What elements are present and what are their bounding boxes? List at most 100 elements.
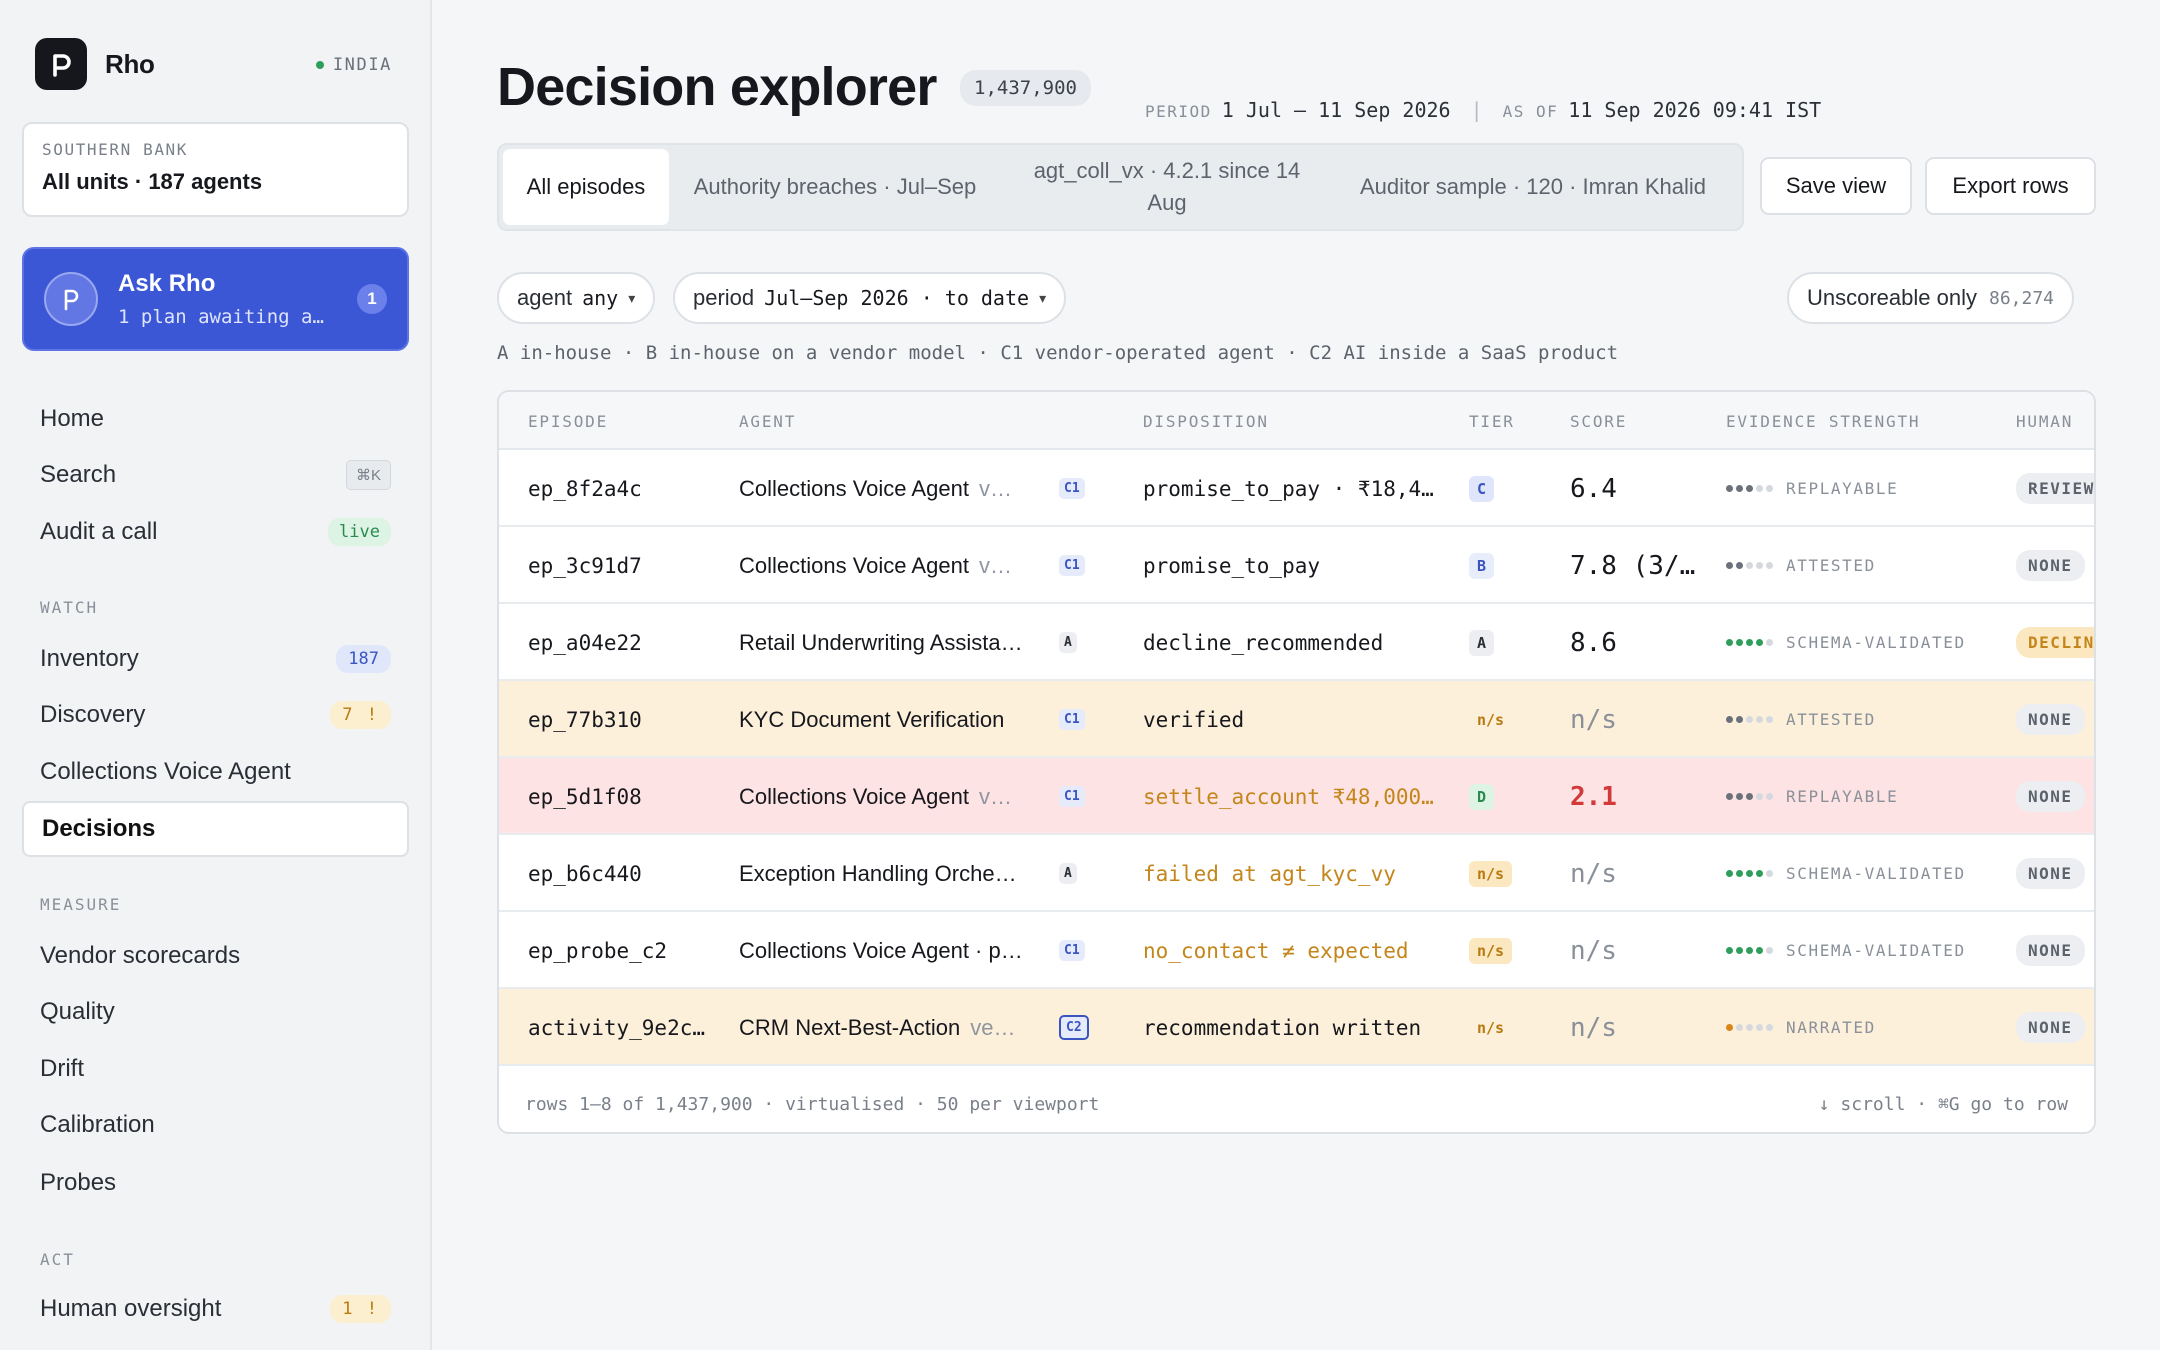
tab-auditor-sample[interactable]: Auditor sample · 120 · Imran Khalid [1359,174,1707,199]
episode-id: ep_8f2a4c [528,476,642,501]
tier-badge: C [1469,475,1495,502]
agent-filter[interactable]: agent any ▾ [497,272,656,324]
nav-vendor-scorecards[interactable]: Vendor scorecards [22,928,409,984]
region-indicator: INDIA [315,55,392,75]
human-cell: NONE [2016,835,2094,912]
nav-audit[interactable]: Audit a call live [22,504,409,560]
ask-rho-card[interactable]: Ask Rho 1 plan awaiting a… 1 [22,247,409,351]
disposition: settle_account ₹48,000… [1143,784,1434,809]
evidence-dots-icon [1726,716,1776,723]
table-row[interactable]: ep_5d1f08 Collections Voice Agent v… C1 s… [499,758,2094,835]
table-row[interactable]: ep_8f2a4c Collections Voice Agent v… C1 p… [499,450,2094,527]
period-filter-label: period [693,285,755,310]
score: n/s [1570,935,1617,966]
human-cell: DECLINE [2016,604,2094,681]
agent-type-badge: C1 [1059,709,1085,730]
tier-cell: C [1469,450,1529,527]
nav-quality[interactable]: Quality [22,984,409,1040]
unscoreable-toggle[interactable]: Unscoreable only 86,274 [1787,272,2075,324]
human-cell: NONE [2016,527,2094,604]
col-disposition[interactable]: DISPOSITION [1143,412,1269,431]
col-human[interactable]: HUMAN [2016,412,2074,431]
human-badge: REVIEW [2016,473,2094,504]
table-row[interactable]: activity_9e2c… CRM Next-Best-Action ve… C… [499,989,2094,1066]
chevron-down-icon: ▾ [1039,289,1047,306]
table-row[interactable]: ep_77b310 KYC Document Verification C1 v… [499,681,2094,758]
episode-id: activity_9e2c… [528,1015,706,1040]
score: 7.8 (3/… [1570,550,1696,581]
col-tier[interactable]: TIER [1469,412,1515,431]
evidence-cell: REPLAYABLE [1726,450,1986,527]
nav-inventory[interactable]: Inventory 187 [22,631,409,687]
org-value: All units · 187 agents [42,169,263,194]
nav-quality-label: Quality [40,998,115,1025]
ask-subtitle: 1 plan awaiting a… [118,306,324,328]
score: n/s [1570,704,1617,735]
table-header: EPISODE AGENT DISPOSITION TIER SCORE EVI… [499,392,2094,450]
tier-cell: n/s [1469,912,1529,989]
tab-agent-version[interactable]: agt_coll_vx · 4.2.1 since 14 Aug [1033,158,1301,215]
human-cell: NONE [2016,681,2094,758]
tier-badge: n/s [1477,710,1505,729]
nav-decisions-label: Decisions [42,815,156,842]
period-filter[interactable]: period Jul–Sep 2026 · to date ▾ [673,272,1067,324]
agent-type-badge: C1 [1059,940,1085,961]
human-badge: NONE [2016,781,2085,812]
evidence-label: REPLAYABLE [1786,787,1899,806]
agent-cell: Collections Voice Agent v… [739,527,1044,604]
nav-discovery[interactable]: Discovery 7 ! [22,687,409,743]
period-filter-value: Jul–Sep 2026 · to date [764,286,1030,310]
agent-type-badge: C1 [1059,478,1085,499]
col-score[interactable]: SCORE [1570,412,1628,431]
shortcut-badge: ⌘K [345,460,391,490]
human-cell: NONE [2016,758,2094,835]
tab-authority-breaches[interactable]: Authority breaches · Jul–Sep [693,174,977,199]
org-label: SOUTHERN BANK [42,140,189,159]
nav-search[interactable]: Search ⌘K [22,447,409,503]
agent-name: Collections Voice Agent [739,783,969,809]
score: 6.4 [1570,473,1617,504]
nav-decisions[interactable]: Decisions [22,801,409,857]
nav-probes[interactable]: Probes [22,1155,409,1211]
tier-badge: n/s [1469,860,1513,887]
col-agent[interactable]: AGENT [739,412,797,431]
table-row[interactable]: ep_probe_c2 Collections Voice Agent · p…… [499,912,2094,989]
period-value: 1 Jul – 11 Sep 2026 [1221,98,1451,122]
export-rows-button[interactable]: Export rows [1925,157,2096,215]
nav-drift[interactable]: Drift [22,1041,409,1097]
disposition: promise_to_pay · ₹18,4… [1143,476,1434,501]
section-act: ACT [40,1250,75,1269]
human-badge: NONE [2016,935,2085,966]
nav-calibration[interactable]: Calibration [22,1097,409,1153]
oversight-alert-badge: 1 ! [330,1295,391,1323]
sidebar: Rho INDIA SOUTHERN BANK All units · 187 … [0,0,432,1350]
col-episode[interactable]: EPISODE [528,412,609,431]
nav-home[interactable]: Home [22,391,409,447]
tier-badge: D [1469,783,1495,810]
table-row[interactable]: ep_b6c440 Exception Handling Orche… A fa… [499,835,2094,912]
agent-type-cell: C1 [1059,450,1099,527]
tier-cell: A [1469,604,1529,681]
table-row[interactable]: ep_3c91d7 Collections Voice Agent v… C1 p… [499,527,2094,604]
disposition: promise_to_pay [1143,553,1321,578]
disposition: no_contact ≠ expected [1143,938,1409,963]
evidence-label: REPLAYABLE [1786,479,1899,498]
unscoreable-label: Unscoreable only [1807,285,1977,310]
brand[interactable]: Rho [35,38,155,90]
table-row[interactable]: ep_a04e22 Retail Underwriting Assista… A… [499,604,2094,681]
tab-all-episodes[interactable]: All episodes [503,149,669,225]
evidence-label: SCHEMA-VALIDATED [1786,941,1966,960]
agent-type-badge: C1 [1059,555,1085,576]
main-content: Decision explorer 1,437,900 PERIOD 1 Jul … [432,0,2160,1350]
agent-version: ve… [970,1014,1016,1040]
tier-cell: B [1469,527,1529,604]
nav-human-oversight[interactable]: Human oversight 1 ! [22,1281,409,1337]
org-switcher[interactable]: SOUTHERN BANK All units · 187 agents [22,122,409,217]
agent-name: Collections Voice Agent · p… [739,937,1023,963]
asof-label: AS OF [1502,102,1559,121]
save-view-button[interactable]: Save view [1760,157,1912,215]
col-evidence[interactable]: EVIDENCE STRENGTH [1726,412,1921,431]
disposition: recommendation written [1143,1015,1422,1040]
nav-collections-voice-agent[interactable]: Collections Voice Agent [22,744,409,800]
discovery-alert-badge: 7 ! [330,701,391,729]
